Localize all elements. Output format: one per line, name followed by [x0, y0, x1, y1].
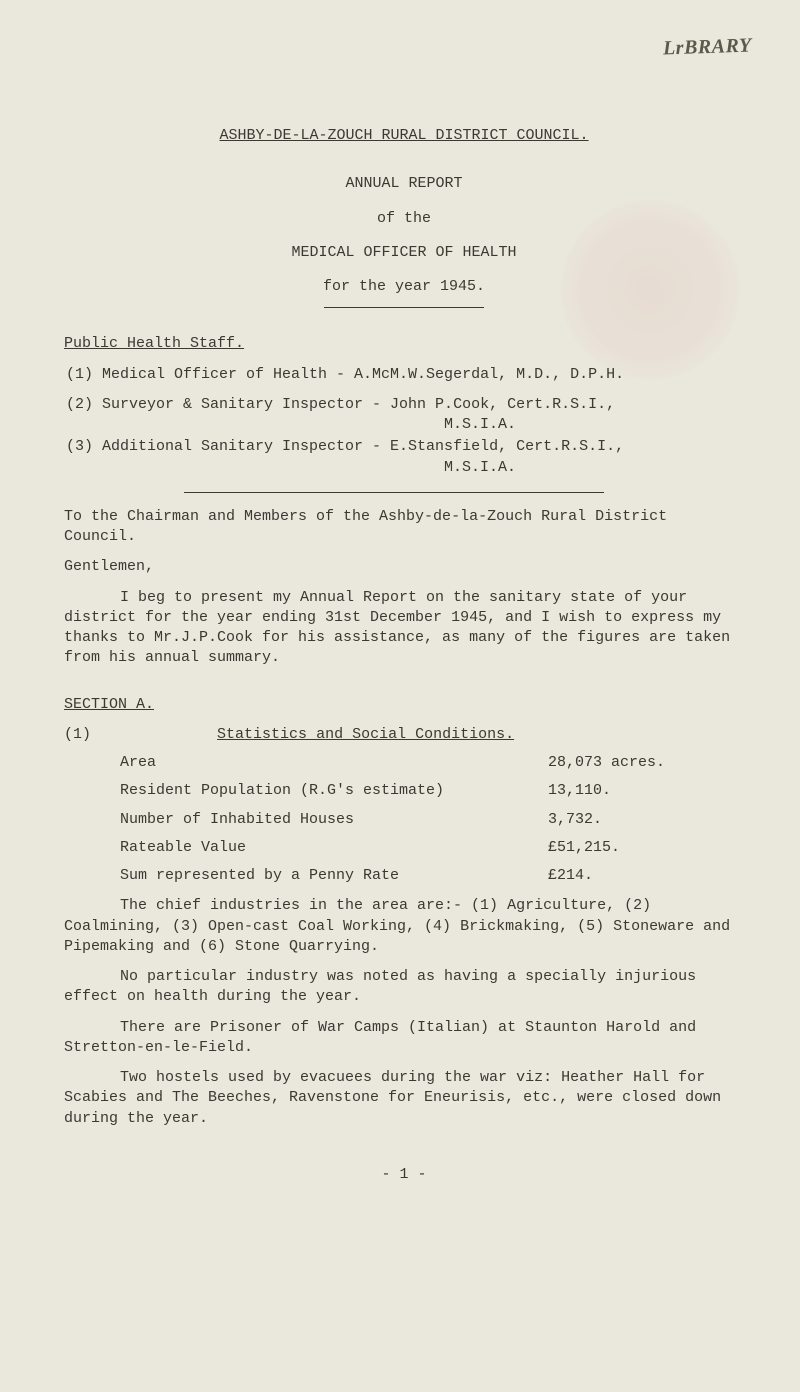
document-title: ASHBY-DE-LA-ZOUCH RURAL DISTRICT COUNCIL…	[64, 126, 744, 146]
section-divider	[184, 492, 604, 493]
staff-item-3: (3) Additional Sanitary Inspector - E.St…	[64, 437, 744, 457]
title-text: ASHBY-DE-LA-ZOUCH RURAL DISTRICT COUNCIL…	[219, 127, 588, 144]
stat-row-population: Resident Population (R.G's estimate) 13,…	[64, 781, 744, 801]
intro-paragraph: I beg to present my Annual Report on the…	[64, 588, 744, 669]
page-number: - 1 -	[64, 1165, 744, 1185]
library-stamp: LrBRARY	[663, 32, 753, 62]
staff-item-1: (1) Medical Officer of Health - A.McM.W.…	[64, 365, 744, 385]
stat-row-rateable: Rateable Value £51,215.	[64, 838, 744, 858]
salutation: Gentlemen,	[64, 557, 744, 577]
body-para-1: The chief industries in the area are:- (…	[64, 896, 744, 957]
stat-value: 28,073 acres.	[548, 753, 708, 773]
section-a-subheading: Statistics and Social Conditions.	[217, 726, 514, 743]
stat-row-houses: Number of Inhabited Houses 3,732.	[64, 810, 744, 830]
stat-value: £51,215.	[548, 838, 708, 858]
header-line-4: for the year 1945.	[64, 277, 744, 297]
stat-label: Rateable Value	[120, 838, 548, 858]
staff-item-2: (2) Surveyor & Sanitary Inspector - John…	[64, 395, 744, 415]
body-para-2: No particular industry was noted as havi…	[64, 967, 744, 1008]
document-page: LrBRARY ASHBY-DE-LA-ZOUCH RURAL DISTRICT…	[0, 0, 800, 1392]
stat-row-pennyrate: Sum represented by a Penny Rate £214.	[64, 866, 744, 886]
stat-value: 13,110.	[548, 781, 708, 801]
chairman-address: To the Chairman and Members of the Ashby…	[64, 507, 744, 548]
body-para-4: Two hostels used by evacuees during the …	[64, 1068, 744, 1129]
stat-label: Resident Population (R.G's estimate)	[120, 781, 548, 801]
header-line-3: MEDICAL OFFICER OF HEALTH	[64, 243, 744, 263]
stat-label: Area	[120, 753, 548, 773]
stat-label: Sum represented by a Penny Rate	[120, 866, 548, 886]
stat-row-area: Area 28,073 acres.	[64, 753, 744, 773]
header-line-1: ANNUAL REPORT	[64, 174, 744, 194]
staff-item-2-sub: M.S.I.A.	[64, 415, 744, 435]
section-a-num: (1)	[64, 726, 91, 743]
stat-value: £214.	[548, 866, 708, 886]
section-a-subheading-row: (1) Statistics and Social Conditions.	[64, 725, 744, 745]
stat-value: 3,732.	[548, 810, 708, 830]
staff-item-3-sub: M.S.I.A.	[64, 458, 744, 478]
staff-heading: Public Health Staff.	[64, 334, 744, 354]
stat-label: Number of Inhabited Houses	[120, 810, 548, 830]
section-a-heading: SECTION A.	[64, 695, 744, 715]
body-para-3: There are Prisoner of War Camps (Italian…	[64, 1018, 744, 1059]
header-rule	[324, 307, 484, 308]
header-line-2: of the	[64, 209, 744, 229]
